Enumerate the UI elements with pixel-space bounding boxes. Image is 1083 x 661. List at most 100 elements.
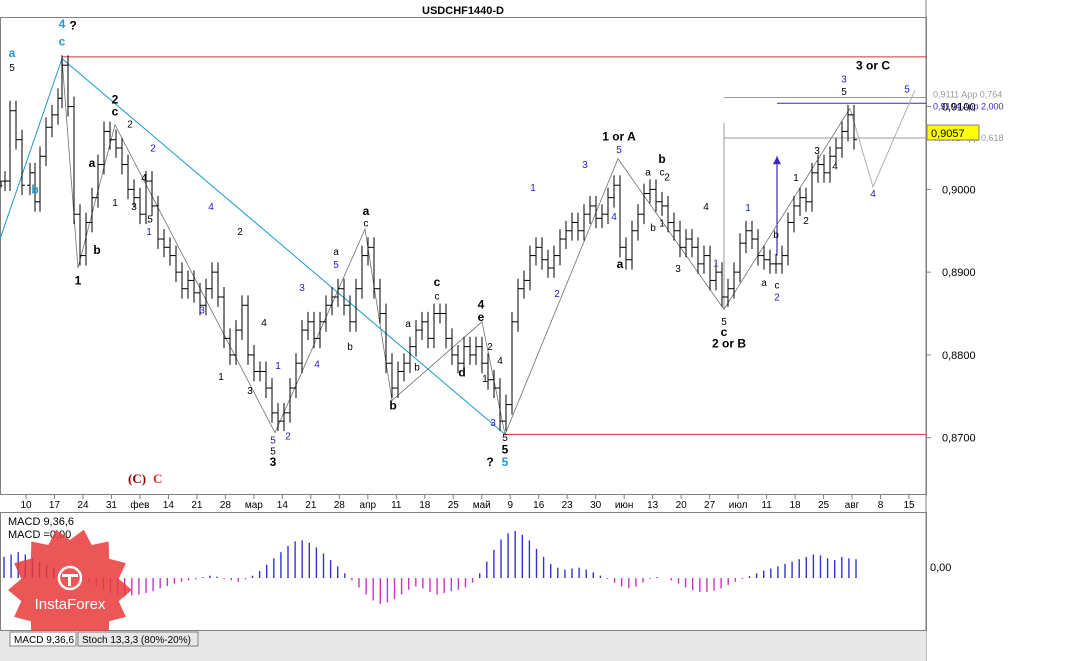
wave-degree-label-c-red: C (153, 471, 162, 486)
wave-label: 5 (721, 317, 727, 328)
price-bar (635, 204, 641, 241)
price-bar (425, 311, 431, 349)
wave-label: c (435, 291, 440, 302)
price-bar (593, 195, 599, 229)
wave-label: ? (69, 19, 76, 33)
wave-line-gray (61, 58, 851, 436)
price-bar (449, 328, 455, 365)
wave-label: 4 (208, 202, 214, 213)
wave-label: b (658, 152, 665, 166)
x-tick-label: фев (130, 499, 149, 511)
price-bar (275, 402, 281, 432)
x-tick-label: 20 (676, 500, 688, 511)
x-tick-label: май (473, 500, 491, 511)
x-tick-label: 23 (562, 500, 574, 511)
price-bar (359, 245, 365, 299)
price-bar (287, 378, 293, 423)
wave-label: 2 (487, 342, 493, 353)
price-bar (257, 361, 263, 382)
wave-label: 3 (490, 418, 496, 429)
price-bar (605, 187, 611, 225)
wave-label: 1 (275, 361, 281, 372)
price-bar (683, 229, 689, 258)
wave-label: c (721, 325, 728, 339)
price-bar (491, 369, 497, 398)
wave-label: a (761, 278, 767, 289)
wave-label: c (112, 105, 119, 119)
price-bar (95, 154, 101, 208)
wave-label: 1 (659, 219, 665, 230)
indicator-tab[interactable]: MACD 9,36,6 (9, 631, 77, 647)
price-bar (401, 353, 407, 382)
purple-arrow-head (773, 156, 781, 165)
wave-label: a (405, 319, 411, 330)
price-bar (821, 154, 827, 183)
wave-label: 5 (9, 63, 15, 74)
wave-label: b (347, 342, 353, 353)
price-bar (245, 295, 251, 365)
price-bar (713, 262, 719, 291)
wave-label: 5 (616, 145, 622, 156)
price-bar (19, 129, 25, 196)
price-bar (179, 262, 185, 299)
price-bar (617, 175, 623, 258)
price-bar (215, 262, 221, 307)
wave-label: 3 (299, 283, 305, 294)
indicator-tab-label: MACD 9,36,6 (14, 635, 74, 646)
price-bar (797, 187, 803, 216)
price-bar (575, 212, 581, 241)
price-bar (71, 96, 77, 225)
indicator-tab-label: Stoch 13,3,3 (80%-20%) (82, 635, 191, 646)
x-tick-label: мар (245, 500, 263, 511)
price-bar (539, 237, 545, 270)
wave-label: 1 (530, 183, 536, 194)
price-bar (347, 295, 353, 332)
price-bar (509, 311, 515, 415)
wave-label: b (93, 243, 100, 257)
wave-label: 1 or A (602, 130, 636, 144)
price-bar (233, 320, 239, 365)
price-bar (83, 212, 89, 266)
wave-label: 1 (218, 372, 224, 383)
current-price-marker: 0,9057 (926, 124, 980, 141)
x-tick-label: 28 (220, 500, 232, 511)
price-bar (833, 138, 839, 167)
price-bar (341, 278, 347, 316)
x-tick-label: 13 (647, 500, 659, 511)
projection-line (849, 89, 916, 189)
wave-label: a (645, 167, 651, 178)
price-bar (197, 282, 203, 316)
y-tick-label: 0,9000 (942, 184, 976, 196)
price-bar (419, 311, 425, 341)
wave-label: 3 (270, 455, 277, 469)
price-bar (455, 344, 461, 374)
price-bar (293, 353, 299, 398)
price-bar (7, 100, 13, 192)
price-bar (209, 262, 215, 299)
price-bar (365, 237, 371, 266)
x-tick-label: 11 (391, 500, 402, 511)
wave-label: 5 (841, 87, 847, 98)
wave-label: c (364, 219, 369, 230)
price-bar (761, 245, 767, 270)
price-bar (161, 229, 167, 258)
indicator-tab[interactable]: Stoch 13,3,3 (80%-20%) (77, 631, 199, 647)
wave-label: a (333, 247, 339, 258)
price-bar (809, 162, 815, 212)
wave-label: a (9, 46, 16, 60)
x-tick-label: 25 (818, 500, 830, 511)
instaforex-logo-icon (57, 565, 83, 591)
wave-label: b (773, 230, 779, 241)
price-bar (203, 278, 209, 316)
price-bar (791, 195, 797, 233)
price-bar (443, 303, 449, 349)
price-bar (323, 295, 329, 332)
wave-label: 4 (497, 356, 503, 367)
price-bar (143, 171, 149, 225)
price-bar (473, 336, 479, 365)
price-bar (527, 245, 533, 291)
price-bar (503, 394, 509, 432)
price-bar (767, 249, 773, 274)
price-bar (557, 229, 563, 266)
wave-label: 4 (832, 161, 838, 172)
